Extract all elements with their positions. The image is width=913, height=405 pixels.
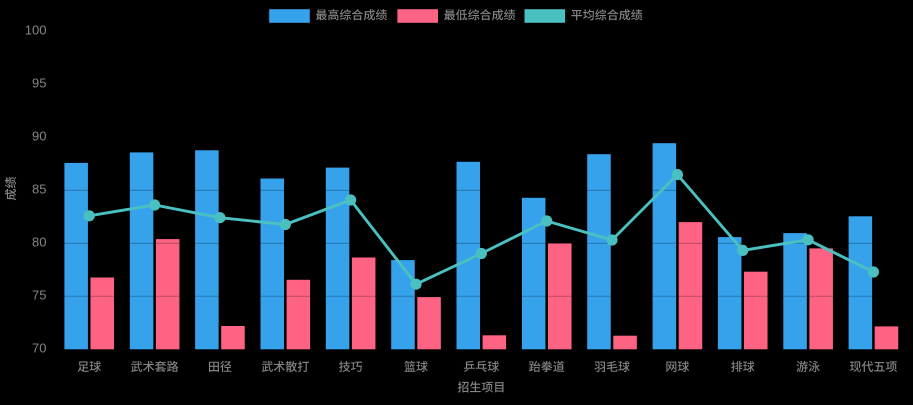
svg-text:90: 90 (32, 129, 46, 144)
svg-text:70: 70 (32, 340, 46, 355)
svg-text:95: 95 (32, 76, 46, 91)
svg-text:75: 75 (32, 287, 46, 302)
svg-text:80: 80 (32, 234, 46, 249)
svg-text:85: 85 (32, 181, 46, 196)
svg-text:100: 100 (25, 23, 47, 38)
